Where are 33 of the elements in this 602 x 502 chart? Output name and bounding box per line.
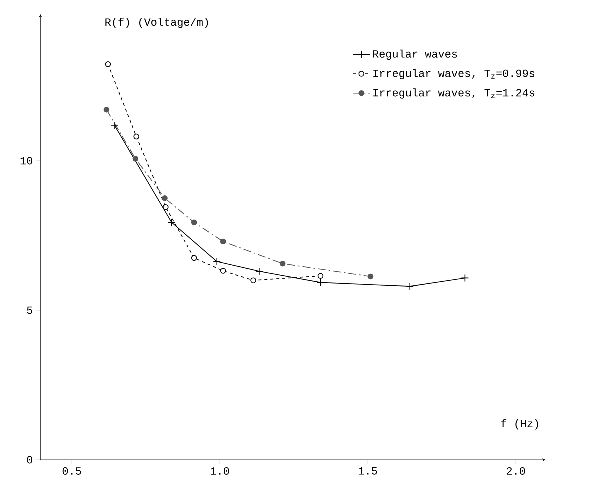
y-axis-title: R(f) (Voltage/m) [106,18,208,28]
x-tick-label: 0.5 [62,468,82,475]
x-tick-label: 1.0 [211,468,230,475]
point [132,156,139,162]
legend-label: Irregular waves, T$_{z}$=1.24s [374,88,535,99]
legend-label: Irregular waves, T$_{z}$=0.99s [374,69,535,80]
y-tick-label: 5 [27,306,32,314]
point [461,274,470,282]
point [191,220,198,226]
point [220,268,226,274]
x-axis-title: f (Hz) [501,420,538,430]
point [368,274,374,280]
point [213,258,222,266]
point [111,122,119,130]
point [406,282,414,290]
x-tick-label: 2.0 [506,468,526,475]
point [250,278,256,284]
point [220,238,226,245]
point [104,106,110,113]
point [162,195,168,202]
point [134,134,140,140]
point [316,278,325,287]
point [105,62,112,68]
y-tick-label: 0 [27,456,33,464]
point [280,260,286,267]
point [163,204,169,210]
point [191,255,198,262]
legend-label: Regular waves [373,50,458,60]
point [318,273,324,280]
y-tick-label: 10 [20,157,33,165]
point [256,268,264,276]
point [168,218,176,226]
x-tick-label: 1.5 [359,468,378,475]
